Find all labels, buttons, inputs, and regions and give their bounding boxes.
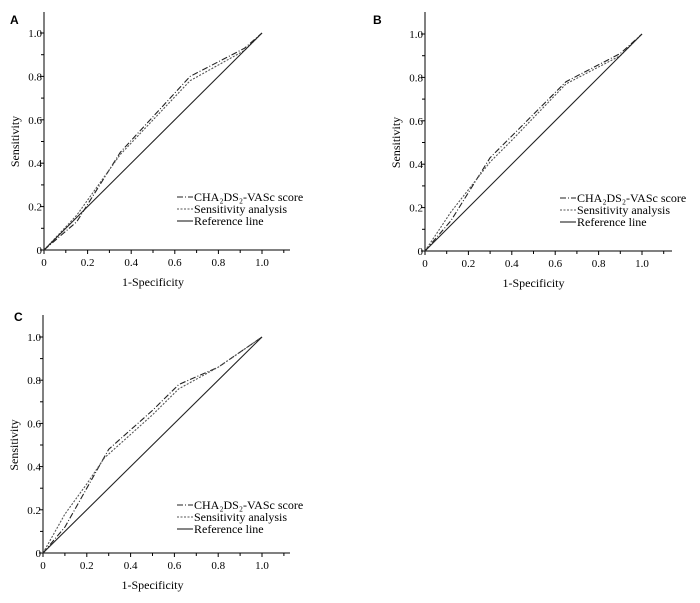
legend-label: Reference line <box>577 215 647 229</box>
series-line-cha-ds-vasc-score <box>42 336 263 554</box>
x-tick-label: 0.2 <box>80 560 94 572</box>
roc-panel-b: B 0 0.2 0.4 0.6 0.8 1.0 0 0.2 0.4 0.6 0.8 1.0 1-Speci… <box>373 12 686 290</box>
y-axis-title: Sensitivity <box>8 116 22 167</box>
legend-label: Sensitivity analysis <box>194 202 287 216</box>
series-line-cha-ds-vasc-score <box>424 33 643 252</box>
x-tick-label: 0 <box>422 258 428 270</box>
x-axis-title: 1-Specificity <box>122 275 184 289</box>
y-tick-label: 0.4 <box>27 462 41 474</box>
series-line-reference-line <box>43 32 263 251</box>
legend-label: CHA₂DS₂-VASc score <box>194 498 303 512</box>
y-tick-label: 1.0 <box>27 332 41 344</box>
x-tick-label: 0.4 <box>124 560 138 572</box>
y-tick-label: 0 <box>418 246 424 258</box>
x-tick-label: 0 <box>41 257 47 269</box>
x-tick-label: 0.6 <box>168 560 182 572</box>
roc-panel-c: C 0 0.2 0.4 0.6 0.8 1.0 0 0.2 0.4 0.6 0.8 1.0 1-Speci… <box>7 310 303 592</box>
y-tick-label: 0.4 <box>409 159 423 171</box>
legend-label: Reference line <box>194 522 264 536</box>
y-tick-label: 0.6 <box>409 116 423 128</box>
x-tick-label: 0.8 <box>592 258 606 270</box>
y-tick-label: 0.4 <box>28 158 42 170</box>
series-line-reference-line <box>424 33 643 252</box>
x-tick-label: 0.2 <box>462 258 476 270</box>
x-tick-label: 0.6 <box>168 257 182 269</box>
x-tick-label: 0.8 <box>212 257 226 269</box>
y-tick-label: 0.8 <box>27 375 41 387</box>
panel-letter: B <box>373 13 382 27</box>
y-tick-label: 0.6 <box>27 418 41 430</box>
x-tick-label: 0.6 <box>548 258 562 270</box>
x-axis-title: 1-Specificity <box>122 578 184 592</box>
panel-letter: C <box>14 310 23 324</box>
panel-letter: A <box>10 13 19 27</box>
y-tick-label: 0.2 <box>27 505 41 517</box>
y-tick-label: 1.0 <box>28 28 42 40</box>
y-tick-label: 0.2 <box>28 202 42 214</box>
legend-label: Sensitivity analysis <box>194 510 287 524</box>
y-tick-label: 0.8 <box>409 72 423 84</box>
series-line-sensitivity-analysis <box>42 336 263 554</box>
y-tick-label: 1.0 <box>409 29 423 41</box>
legend-label: CHA₂DS₂-VASc score <box>577 191 686 205</box>
x-tick-label: 0 <box>40 560 46 572</box>
roc-panel-a: A 0 0.2 0.4 0.6 0.8 1.0 0 0.2 0.4 0.6 0.8 1.0 1-Speci… <box>8 12 303 289</box>
x-tick-label: 0.4 <box>124 257 138 269</box>
y-tick-label: 0 <box>37 245 43 257</box>
x-tick-label: 0.4 <box>505 258 519 270</box>
y-axis-title: Sensitivity <box>7 419 21 470</box>
y-axis-title: Sensitivity <box>389 117 403 168</box>
series-line-cha-ds-vasc-score <box>43 32 263 251</box>
x-tick-label: 0.8 <box>211 560 225 572</box>
legend-label: CHA₂DS₂-VASc score <box>194 190 303 204</box>
legend-label: Reference line <box>194 214 264 228</box>
series-line-reference-line <box>42 336 263 554</box>
y-tick-label: 0.8 <box>28 71 42 83</box>
x-tick-label: 1.0 <box>255 257 269 269</box>
x-tick-label: 0.2 <box>81 257 95 269</box>
x-axis-title: 1-Specificity <box>503 276 565 290</box>
y-tick-label: 0.2 <box>409 203 423 215</box>
y-tick-label: 0 <box>36 548 42 560</box>
legend-label: Sensitivity analysis <box>577 203 670 217</box>
x-tick-label: 1.0 <box>255 560 269 572</box>
y-tick-label: 0.6 <box>28 115 42 127</box>
x-tick-label: 1.0 <box>635 258 649 270</box>
